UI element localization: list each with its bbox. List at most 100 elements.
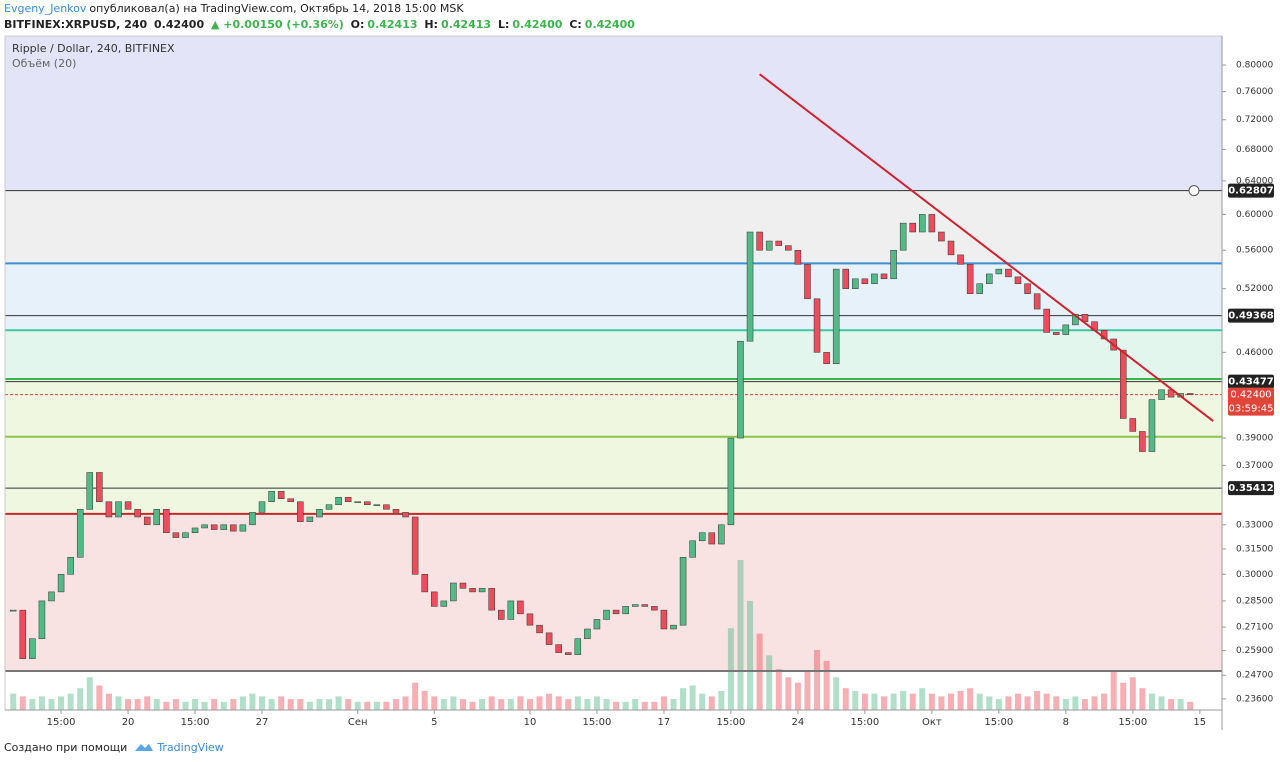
zone [5,330,1222,379]
volume-bar [507,699,514,710]
x-tick-label: 15:00 [716,717,745,728]
volume-bar [1120,682,1127,710]
candle [316,509,323,518]
candle [852,278,859,289]
brand-link[interactable]: TradingView [157,741,224,754]
volume-bar [1139,688,1146,710]
volume-bar [364,701,371,710]
volume-bar [316,699,323,710]
volume-bar [77,688,84,710]
volume-bar [1081,699,1088,710]
volume-bar [239,696,246,710]
candle [574,638,582,655]
candle [239,524,247,532]
ohlc-value: 0.42400 [584,18,635,31]
volume-bar [249,693,256,710]
x-tick-label: 5 [431,717,437,728]
made-with: Создано при помощи [4,741,128,754]
candle [966,264,974,294]
candle [986,273,993,284]
candle [402,512,409,518]
candle [268,491,275,502]
candle [679,557,687,626]
candle [832,268,840,365]
volume-bar [890,693,897,710]
y-tick-label: 0.37000 [1236,461,1273,471]
zone [5,36,1222,191]
candle [287,498,294,502]
candle [469,588,476,593]
last: 0.42400 [154,18,205,31]
x-tick-label: 27 [256,717,269,728]
candle [765,240,773,251]
y-tick-label: 0.76000 [1236,87,1273,97]
volume-bar [469,701,476,710]
candle [823,352,830,365]
last-price-label: 0.42400 [1230,390,1271,401]
y-tick-label: 0.23600 [1236,694,1273,704]
volume-bar [842,688,849,710]
volume-bar [1024,696,1031,710]
volume-bar [641,701,648,710]
candle [220,524,227,530]
volume-bar [1129,677,1136,710]
x-tick-label: 15:00 [984,717,1013,728]
volume-bar [794,682,801,710]
volume-bar [718,690,725,710]
candle [498,609,505,620]
x-tick-label: 15:00 [1118,717,1147,728]
candle [153,509,161,526]
brand-logo [134,744,153,751]
candle [708,532,716,545]
volume-bar [402,696,409,710]
candle [86,472,94,510]
volume-bar [670,699,677,710]
price-label-box [1228,308,1274,323]
x-tick-label: 15:00 [850,717,879,728]
candle [995,268,1003,275]
volume-bar [38,696,45,710]
volume-bar [1062,699,1069,710]
candle [1053,332,1060,335]
candle [57,574,65,593]
author-link[interactable]: Evgeny_Jenkov [4,2,87,15]
volume-bar [919,688,926,710]
ohlc-value: 0.42413 [367,18,418,31]
volume-bar [1187,701,1194,710]
volume-bar [660,696,667,710]
level-handle [1188,185,1200,197]
y-tick-label: 0.46000 [1236,348,1273,358]
volume-bar [431,696,438,710]
candle [450,582,457,602]
symbol-line: BITFINEX:XRPUSD, 240 0.42400 ▲ +0.00150 … [4,18,638,31]
chart-title: Ripple / Dollar, 240, BITFINEX [12,42,175,55]
volume-bar [392,699,399,710]
volume-bar [230,699,237,710]
volume-bar [651,701,658,710]
volume-bar [948,693,955,710]
volume-bar [680,688,687,710]
volume-bar [421,690,428,710]
x-tick-label: 24 [792,717,805,728]
candle [105,501,113,518]
volume-bar [278,696,285,710]
volume-bar [335,696,342,710]
change: ▲ +0.00150 (+0.36%) [210,18,344,31]
candle [440,600,448,607]
candle [182,532,189,538]
volume-bar [900,690,907,710]
candle [536,624,543,634]
candle [344,496,352,502]
volume-bar [852,690,859,710]
volume-bar [737,560,744,710]
volume-bar [373,701,380,710]
candle [76,509,84,558]
volume-bar [938,696,945,710]
volume-bar [96,685,103,710]
candle [871,273,878,284]
candle [459,582,467,589]
candle [1024,283,1031,294]
volume-bar [125,699,132,710]
candle [364,501,371,505]
candle [115,501,122,518]
